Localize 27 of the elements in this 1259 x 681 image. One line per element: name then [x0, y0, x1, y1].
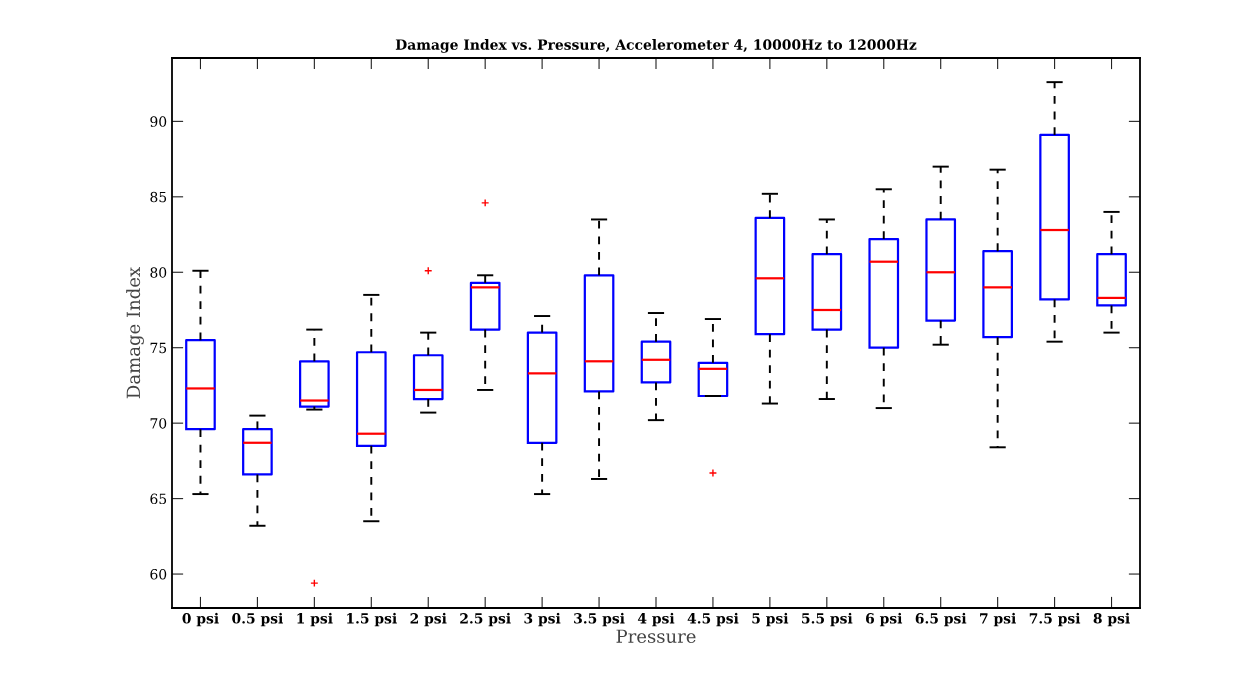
y-tick-label: 90	[150, 116, 167, 127]
x-tick-label: 7.5 psi	[1029, 612, 1081, 627]
x-tick-label: 4.5 psi	[687, 612, 739, 627]
x-axis-title: Pressure	[616, 629, 696, 644]
y-tick-label: 70	[150, 418, 167, 429]
x-tick-label: 4 psi	[637, 612, 675, 627]
y-tick-label: 80	[150, 267, 167, 278]
y-tick-label: 75	[150, 342, 167, 354]
chart-title: Damage Index vs. Pressure, Accelerometer 4, 10000Hz to 12000Hz	[395, 39, 917, 53]
y-axis-title: Damage Index	[126, 267, 144, 399]
x-tick-label: 7 psi	[980, 612, 1016, 627]
x-tick-label: 3 psi	[524, 612, 561, 627]
x-tick-label: 5 psi	[752, 612, 789, 627]
x-tick-label: 1 psi	[297, 612, 333, 627]
x-tick-label: 6 psi	[865, 612, 903, 627]
x-tick-label: 6.5 psi	[915, 612, 967, 627]
x-tick-label: 0 psi	[182, 612, 219, 627]
x-tick-label: 0.5 psi	[232, 612, 283, 627]
x-tick-label: 3.5 psi	[574, 612, 625, 627]
x-tick-label: 2 psi	[410, 612, 447, 627]
y-tick-label: 65	[150, 493, 167, 505]
x-tick-label: 2.5 psi	[460, 612, 511, 627]
x-tick-label: 5.5 psi	[802, 612, 853, 627]
x-tick-label: 8 psi	[1093, 612, 1130, 627]
y-tick-label: 60	[150, 569, 167, 580]
x-tick-label: 1.5 psi	[347, 612, 397, 627]
y-tick-label: 85	[150, 191, 167, 203]
